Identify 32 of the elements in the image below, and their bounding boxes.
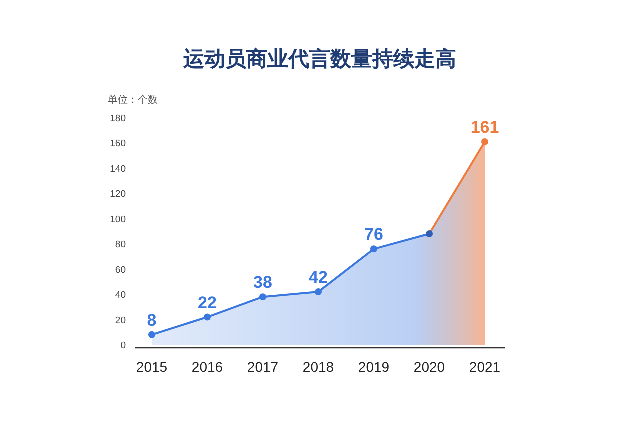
- y-tick-label: 140: [110, 164, 126, 175]
- y-tick-label: 160: [110, 138, 126, 150]
- y-tick-label: 60: [115, 264, 126, 276]
- point: [260, 294, 266, 301]
- point: [426, 230, 433, 238]
- text: 8: [147, 310, 157, 330]
- y-tick-label: 20: [115, 315, 126, 326]
- x-tick-label: 2020: [414, 359, 446, 375]
- x-tick-label: 2017: [247, 359, 279, 375]
- y-tick-label: 180: [110, 114, 126, 124]
- point: [482, 138, 488, 146]
- text: 161: [470, 118, 500, 137]
- x-tick-label: 2019: [358, 359, 390, 375]
- text: 38: [254, 273, 272, 292]
- x-tick-label: 2015: [136, 359, 168, 375]
- y-tick-label: 40: [115, 290, 126, 302]
- x-tick-label: 2018: [302, 359, 334, 375]
- text: 42: [309, 268, 328, 288]
- text: 22: [198, 293, 217, 312]
- y-tick-label: 80: [115, 240, 126, 251]
- chart-title: 运动员商业代言数量持续走高: [182, 47, 456, 71]
- y-axis-title: 单位：个数: [108, 94, 158, 106]
- x-tick-label: 2021: [469, 359, 501, 375]
- point: [370, 246, 378, 253]
- y-tick-label: 0: [120, 340, 126, 352]
- point: [204, 314, 211, 321]
- point: [315, 288, 322, 296]
- y-tick-label: 120: [110, 189, 126, 200]
- text: 76: [364, 225, 384, 244]
- point: [148, 331, 156, 338]
- y-tick-label: 100: [110, 214, 126, 226]
- x-tick-label: 2016: [192, 359, 224, 375]
